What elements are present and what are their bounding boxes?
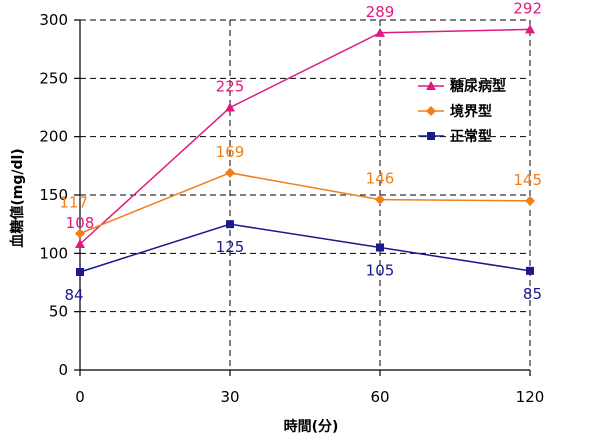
series-line	[79, 28, 531, 245]
data-point	[75, 228, 85, 239]
data-point	[375, 194, 385, 205]
data-point	[525, 195, 535, 206]
data-point	[375, 27, 385, 37]
x-tick-label: 60	[370, 388, 389, 406]
data-label: 146	[366, 170, 395, 188]
data-label: 125	[216, 238, 245, 256]
x-axis-ticks: 0 30 60 120	[75, 388, 544, 406]
y-tick-label: 100	[39, 244, 68, 262]
y-tick-label: 150	[39, 186, 68, 204]
data-label: 225	[216, 78, 245, 96]
y-tick-label: 300	[39, 11, 68, 29]
data-label: 292	[513, 0, 542, 17]
y-tick-label: 200	[39, 128, 68, 146]
legend-label: 糖尿病型	[450, 78, 506, 95]
y-tick-label: 50	[49, 303, 68, 321]
legend-marker	[427, 132, 435, 140]
data-label: 85	[523, 285, 542, 303]
axes	[74, 19, 531, 376]
y-tick-label: 0	[58, 361, 68, 379]
data-point	[225, 167, 235, 178]
data-label: 117	[59, 194, 88, 212]
data-label: 145	[513, 171, 542, 189]
data-point	[376, 243, 384, 252]
x-axis-title: 時間(分)	[284, 418, 339, 435]
grid	[80, 19, 531, 370]
y-tick-label: 250	[39, 69, 68, 87]
legend-marker	[426, 106, 436, 116]
legend-marker	[426, 81, 436, 90]
data-point	[525, 24, 535, 34]
x-tick-label: 0	[75, 388, 85, 406]
data-point	[76, 268, 84, 276]
y-axis-title: 血糖値(mg/dl)	[9, 148, 26, 247]
data-label: 108	[66, 214, 95, 232]
series-group	[75, 24, 535, 276]
data-label: 169	[216, 143, 245, 161]
data-point	[225, 102, 235, 112]
series-line	[79, 172, 531, 235]
data-label: 289	[366, 3, 395, 21]
data-point	[226, 220, 234, 229]
y-axis-ticks: 0 50 100 150 200 250 300	[39, 11, 68, 379]
legend-label: 正常型	[450, 128, 492, 145]
x-tick-label: 120	[516, 388, 545, 406]
x-tick-label: 30	[220, 388, 239, 406]
series-line	[79, 223, 531, 273]
data-point	[75, 239, 85, 248]
data-label: 105	[366, 262, 395, 280]
legend-label: 境界型	[450, 103, 492, 120]
data-label: 84	[64, 286, 83, 304]
data-labels: 108 225 289 292 117 169 146 145 84 125 105 85	[59, 0, 542, 304]
data-point	[526, 266, 534, 275]
